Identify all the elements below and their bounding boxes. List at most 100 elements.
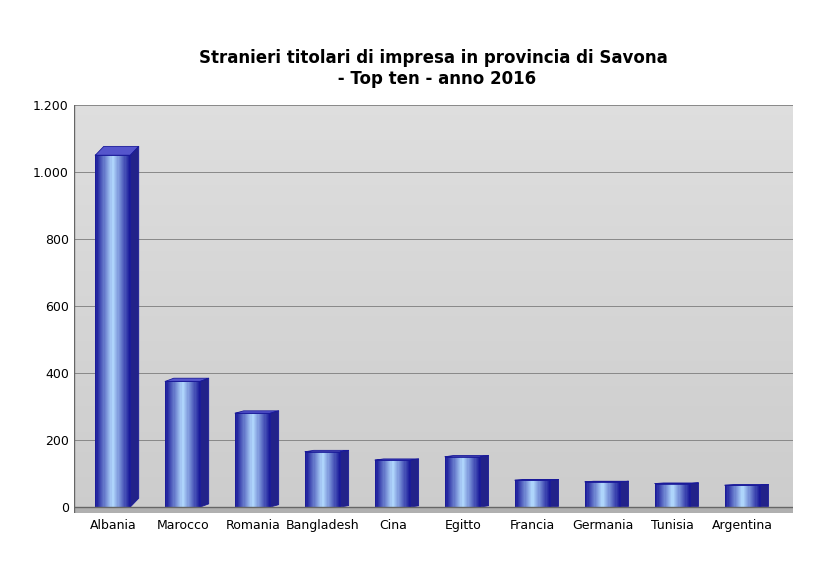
Bar [74,467,795,472]
Bar [749,485,751,507]
Bar [74,256,795,261]
Bar [680,483,681,507]
Bar [74,251,795,256]
Bar [759,485,760,507]
Bar [319,452,320,507]
Bar [177,381,178,507]
Bar [745,485,746,507]
Bar [246,413,247,507]
Bar [321,452,323,507]
Bar [238,413,239,507]
Bar [120,155,121,507]
Bar [169,381,170,507]
Bar [515,480,550,507]
Bar [74,216,795,220]
Bar [74,311,795,316]
Bar [74,472,795,477]
Bar [74,185,795,191]
Bar [593,482,595,507]
Bar [406,460,408,507]
Bar [337,452,338,507]
Bar [252,413,253,507]
Bar [318,452,319,507]
Bar [74,356,795,361]
Bar [97,155,99,507]
Bar [728,485,729,507]
Bar [326,452,327,507]
Bar [122,155,123,507]
Bar [74,165,795,170]
Bar [753,485,754,507]
Bar [315,452,316,507]
Bar [619,482,620,507]
Polygon shape [760,484,768,507]
Bar [548,480,549,507]
Bar [74,427,795,431]
Bar [74,336,795,341]
Bar [618,482,619,507]
Bar [115,155,116,507]
Bar [184,381,185,507]
Polygon shape [690,483,699,507]
Bar [310,452,311,507]
Bar [725,485,726,507]
Bar [99,155,100,507]
Bar [74,462,795,467]
Bar [515,480,516,507]
Bar [478,456,479,507]
Bar [660,483,661,507]
Bar [74,195,795,201]
Bar [596,482,597,507]
Bar [183,381,184,507]
Bar [385,460,386,507]
Bar [675,483,676,507]
Bar [74,245,795,251]
Bar [400,460,401,507]
Bar [74,422,795,427]
Bar [472,456,473,507]
Bar [235,413,270,507]
Bar [617,482,618,507]
Bar [587,482,589,507]
Bar [74,316,795,321]
Bar [114,155,115,507]
Bar [74,105,795,110]
Bar [95,155,97,507]
Bar [199,381,200,507]
Bar [74,456,795,462]
Bar [538,480,539,507]
Bar [74,452,795,456]
Bar [525,480,527,507]
Bar [74,135,795,140]
Bar [74,205,795,210]
Bar [330,452,331,507]
Bar [598,482,599,507]
Bar [126,155,127,507]
Bar [740,485,742,507]
Bar [74,442,795,447]
Bar [307,452,309,507]
Bar [473,456,474,507]
Bar [74,160,795,165]
Bar [191,381,192,507]
Bar [664,483,666,507]
Bar [74,487,795,492]
Bar [331,452,332,507]
Bar [661,483,662,507]
Bar [74,170,795,175]
Bar [549,480,550,507]
Bar [74,381,795,387]
Bar [74,180,795,185]
Bar [248,413,249,507]
Bar [179,381,180,507]
Bar [239,413,240,507]
Bar [74,276,795,281]
Bar [528,480,529,507]
Bar [268,413,269,507]
Polygon shape [340,450,349,507]
Bar [734,485,736,507]
Bar [74,361,795,366]
Bar [726,485,728,507]
Bar [377,460,379,507]
Bar [397,460,399,507]
